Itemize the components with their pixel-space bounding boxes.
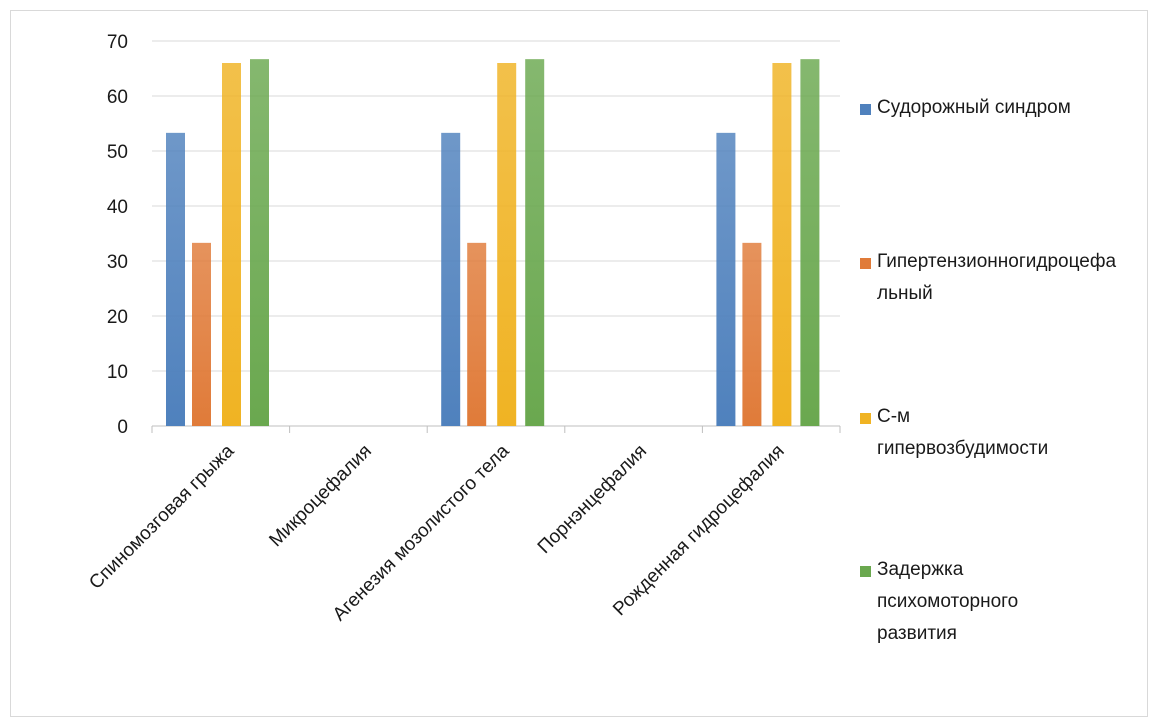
bar-4-5: [800, 59, 820, 427]
legend-item-series-4: Задержка психомоторного развития: [860, 554, 1052, 650]
legend-item-series-1: Судорожный синдром: [860, 92, 1147, 124]
y-tick-label: 0: [117, 417, 128, 438]
bar-2-5: [742, 242, 762, 426]
legend-item-series-3: С-м гипервозбудимости: [860, 401, 1067, 465]
bar-3-3: [497, 63, 517, 426]
y-tick-label: 10: [107, 362, 128, 383]
bar-2-3: [467, 242, 487, 426]
legend-label-series-1: Судорожный синдром: [877, 97, 1071, 118]
bar-1-5: [716, 132, 736, 426]
y-tick-label: 60: [107, 87, 128, 108]
bar-4-1: [250, 59, 269, 427]
legend-swatch-series-4: [860, 566, 871, 577]
y-tick-label: 30: [107, 252, 128, 273]
legend-swatch-series-2: [860, 258, 871, 269]
x-category-label: Порнэнцефалия: [534, 441, 651, 558]
bar-3-1: [222, 63, 241, 426]
legend-label-series-2: Гипертензионногидроцефальный: [877, 251, 1117, 304]
bar-1-1: [166, 132, 185, 426]
legend-item-series-2: Гипертензионногидроцефальный: [860, 246, 1122, 310]
bar-3-5: [772, 63, 792, 426]
legend-label-series-3: С-м гипервозбудимости: [877, 406, 1049, 459]
y-tick-label: 20: [107, 307, 128, 328]
chart-frame: [10, 10, 1148, 717]
y-tick-label: 70: [107, 32, 128, 53]
legend-swatch-series-1: [860, 104, 871, 115]
bar-2-1: [192, 242, 211, 426]
bar-4-3: [525, 59, 545, 427]
bar-1-3: [441, 132, 461, 426]
x-category-label: Спиномозговая грыжа: [85, 440, 238, 593]
y-tick-label: 40: [107, 197, 128, 218]
y-tick-label: 50: [107, 142, 128, 163]
x-category-label: Микроцефалия: [265, 441, 376, 552]
legend-swatch-series-3: [860, 413, 871, 424]
legend-label-series-4: Задержка психомоторного развития: [877, 559, 1019, 644]
